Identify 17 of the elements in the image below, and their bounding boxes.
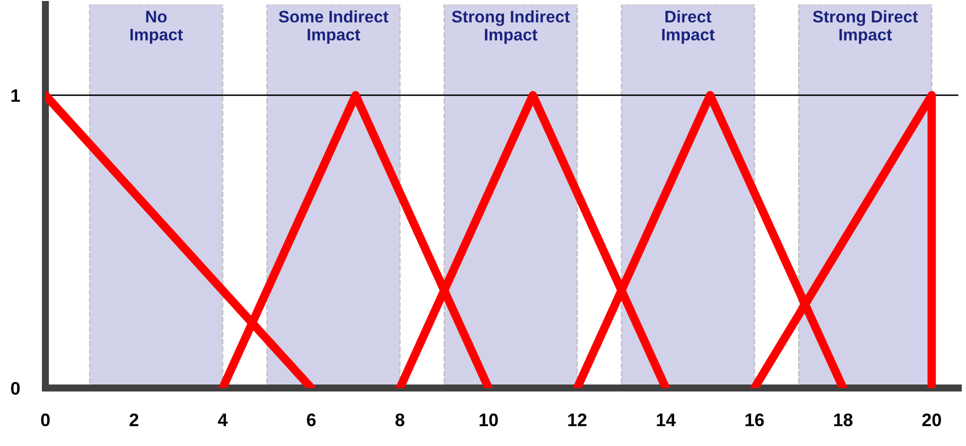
x-tick-label: 14 [656,414,676,426]
x-tick-label: 16 [746,413,764,426]
x-tick-label: 20 [922,413,941,426]
band-label: No Impact [130,10,183,44]
x-tick-label: 2 [130,413,138,426]
x-tick-label: 4 [218,414,228,426]
x-tick-label: 18 [834,413,853,426]
band-label: Some Indirect Impact [278,10,388,44]
y-tick-label: 1 [12,89,20,102]
band-label: Strong Indirect Impact [452,10,570,44]
x-tick-label: 6 [306,413,316,426]
x-tick-label: 10 [480,413,498,426]
band-label: Direct Impact [662,10,715,44]
x-tick-label: 8 [395,413,404,426]
band-label: Strong Direct Impact [812,10,918,44]
x-tick-label: 12 [568,413,586,426]
x-tick-label: 0 [41,413,50,426]
